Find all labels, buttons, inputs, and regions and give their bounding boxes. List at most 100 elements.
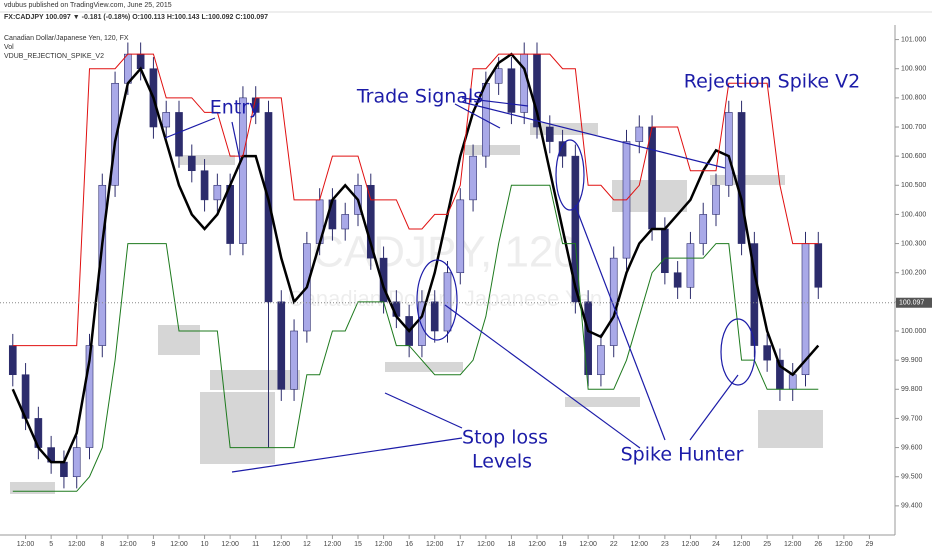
y-tick-label: 100.500 xyxy=(901,182,926,189)
candle-body xyxy=(673,272,682,288)
x-tick-label: 17 xyxy=(456,541,464,548)
x-tick-label: 24 xyxy=(712,541,720,548)
x-tick-label: 22 xyxy=(610,541,618,548)
plot xyxy=(8,42,823,492)
x-tick-label: 12:00 xyxy=(170,541,188,548)
candle-body xyxy=(686,243,695,288)
candle-body xyxy=(85,345,94,448)
x-tick-label: 11 xyxy=(252,541,259,548)
y-tick-label: 100.600 xyxy=(901,153,926,160)
arrow xyxy=(231,437,463,473)
annotation: Entry xyxy=(210,97,261,119)
candle-body xyxy=(584,301,592,376)
candle-body xyxy=(418,301,426,346)
arrow xyxy=(231,121,241,161)
candle-body xyxy=(430,301,439,332)
candle-body xyxy=(341,214,350,230)
candle-body xyxy=(661,228,669,274)
y-tick-label: 100.300 xyxy=(901,240,926,247)
x-tick-label: 26 xyxy=(814,541,822,548)
arrow xyxy=(384,392,463,429)
candle-body xyxy=(545,126,554,142)
candle-body xyxy=(456,199,465,274)
candle-body xyxy=(469,155,477,201)
indicator-line xyxy=(12,184,819,492)
publisher: vdubus published on TradingView.com, Jun… xyxy=(4,2,172,9)
candle-body xyxy=(814,243,823,288)
x-tick-label: 12:00 xyxy=(835,541,853,548)
candle-body xyxy=(264,112,273,303)
arrow xyxy=(689,374,739,441)
highlight xyxy=(555,139,585,211)
y-tick-label: 99.500 xyxy=(901,474,923,481)
x-tick-label: 12:00 xyxy=(273,541,291,548)
candle-body xyxy=(724,112,733,186)
candle-body xyxy=(162,112,171,128)
candle-body xyxy=(8,345,17,376)
x-tick-label: 23 xyxy=(661,541,669,548)
x-tick-label: 12:00 xyxy=(426,541,444,548)
x-tick-label: 12:00 xyxy=(68,541,86,548)
annotation: Rejection Spike V2 xyxy=(684,71,860,93)
x-tick-label: 12 xyxy=(303,541,311,548)
candle-body xyxy=(136,53,145,70)
watermark: CADJPY, 120 xyxy=(312,228,578,277)
candle-body xyxy=(571,155,580,303)
annotation: Stop loss xyxy=(462,427,548,449)
y-tick-label: 99.600 xyxy=(901,444,923,451)
candle-body xyxy=(788,374,797,390)
candle-body xyxy=(277,301,286,390)
x-tick-label: 12:00 xyxy=(682,541,700,548)
y-tick-label: 100.900 xyxy=(901,66,926,73)
zone xyxy=(465,145,520,155)
y-tick-label: 99.800 xyxy=(901,386,923,393)
x-tick-label: 12:00 xyxy=(221,541,239,548)
x-tick-label: 15 xyxy=(354,541,362,548)
x-tick-label: 12:00 xyxy=(733,541,751,548)
zone xyxy=(710,175,785,185)
y-tick-label: 100.200 xyxy=(901,270,926,277)
arrow xyxy=(461,97,529,107)
candle-body xyxy=(507,68,516,113)
zone xyxy=(758,410,823,448)
x-tick-label: 12:00 xyxy=(477,541,495,548)
candle-body xyxy=(187,155,196,172)
zone xyxy=(565,397,640,407)
x-tick-label: 12:00 xyxy=(119,541,137,548)
arrow xyxy=(574,204,666,441)
candle-body xyxy=(213,184,222,201)
y-tick-label: 100.800 xyxy=(901,95,926,102)
y-tick-label: 99.900 xyxy=(901,357,923,364)
candle-body xyxy=(200,170,209,201)
x-tick-label: 12:00 xyxy=(324,541,342,548)
indicator-label: VDUB_REJECTION_SPIKE_V2 xyxy=(4,53,104,60)
candle-body xyxy=(597,345,605,376)
x-tick-label: 25 xyxy=(763,541,771,548)
y-tick-label: 99.700 xyxy=(901,415,923,422)
candle-body xyxy=(801,243,810,376)
candle-body xyxy=(558,141,567,157)
x-tick-label: 12:00 xyxy=(784,541,802,548)
y-tick-label: 100.700 xyxy=(901,124,926,131)
x-tick-label: 9 xyxy=(151,541,155,548)
candle-body xyxy=(72,447,81,478)
symbol: Canadian Dollar/Japanese Yen, 120, FX xyxy=(4,35,129,42)
volume-label: Vol xyxy=(4,44,14,51)
candle-body xyxy=(737,112,746,244)
indicator-line xyxy=(11,52,820,464)
zone xyxy=(385,362,463,372)
x-tick-label: 12:00 xyxy=(631,541,649,548)
x-tick-label: 19 xyxy=(559,541,567,548)
x-tick-label: 8 xyxy=(100,541,104,548)
x-tick-label: 12:00 xyxy=(579,541,597,548)
zone xyxy=(180,155,235,165)
candle-body xyxy=(239,97,247,244)
x-tick-label: 12:00 xyxy=(528,541,546,548)
annotation: Spike Hunter xyxy=(621,444,744,466)
candle-body xyxy=(443,272,452,332)
candle-body xyxy=(635,126,644,142)
annotation: Levels xyxy=(472,451,532,473)
y-tick-label: 100.400 xyxy=(901,211,926,218)
zone xyxy=(10,482,55,494)
